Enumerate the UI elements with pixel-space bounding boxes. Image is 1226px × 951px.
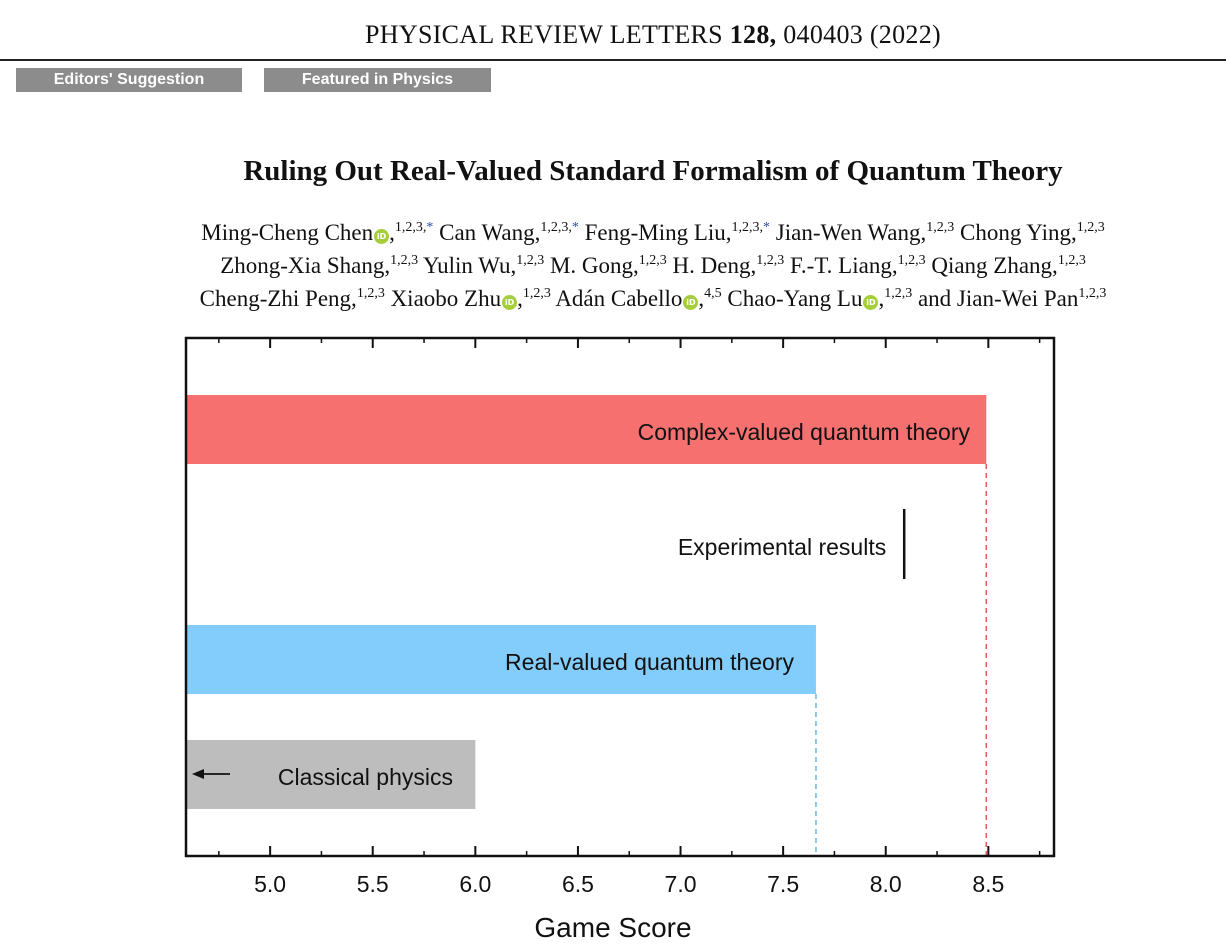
author-line-1: Ming-Cheng Chen iD ,1,2,3,* Can Wang,1,2,3…: [0, 220, 1226, 246]
affiliation-mark: 1,2,3: [926, 220, 955, 235]
x-axis-label: Game Score: [534, 912, 691, 943]
author: Feng-Ming Liu,1,2,3,*: [585, 220, 770, 245]
affiliation-mark: 4,5: [704, 286, 722, 301]
author-name: Chong Ying,: [960, 220, 1077, 245]
affiliation-mark: 1,2,3: [638, 253, 667, 268]
orcid-icon[interactable]: iD: [374, 229, 390, 244]
bar-label: Real-valued quantum theory: [505, 649, 794, 675]
tick-label: 8.5: [972, 871, 1004, 897]
affiliation-mark: 1,2,3: [884, 286, 913, 301]
author-name: Qiang Zhang,: [931, 253, 1058, 278]
author-name: Adán Cabello: [555, 286, 683, 311]
plot-frame: [184, 336, 1056, 858]
author: Zhong-Xia Shang,1,2,3: [220, 253, 418, 278]
affiliation-mark: 1,2,3: [522, 286, 551, 301]
author-name: Xiaobo Zhu: [390, 286, 502, 311]
author: Qiang Zhang,1,2,3: [931, 253, 1085, 278]
author-name: Chao-Yang Lu: [727, 286, 863, 311]
tick-label: 7.0: [665, 871, 697, 897]
author-name: Yulin Wu,: [423, 253, 517, 278]
header-rule: [0, 59, 1226, 61]
author: Can Wang,1,2,3,*: [439, 220, 579, 245]
author: Adán Cabello iD ,4,5: [555, 286, 722, 311]
author: M. Gong,1,2,3: [550, 253, 667, 278]
affiliation-mark: 1,2,3: [516, 253, 545, 268]
affiliation-mark: 1,2,3,*: [540, 220, 579, 235]
affiliation-mark: 1,2,3: [356, 286, 385, 301]
left-arrow-icon: [192, 769, 204, 779]
author-name: Can Wang,: [439, 220, 541, 245]
affiliation-mark: 1,2,3: [756, 253, 785, 268]
author-name: F.-T. Liang,: [789, 253, 898, 278]
equal-contribution-mark[interactable]: *: [571, 220, 579, 235]
author: Cheng-Zhi Peng,1,2,3: [200, 286, 385, 311]
journal-article: 040403 (2022): [783, 20, 941, 49]
author-name: Feng-Ming Liu,: [584, 220, 732, 245]
orcid-icon[interactable]: iD: [502, 295, 518, 310]
author-line-3: Cheng-Zhi Peng,1,2,3 Xiaobo Zhu iD ,1,2,3 …: [0, 286, 1226, 312]
tick-label: 5.5: [357, 871, 389, 897]
paper-title: Ruling Out Real-Valued Standard Formalis…: [243, 155, 1063, 187]
author: Chong Ying,1,2,3: [960, 220, 1105, 245]
author-name: H. Deng,: [672, 253, 757, 278]
author: and Jian-Wei Pan1,2,3: [918, 286, 1106, 311]
affiliation-mark: 1,2,3,*: [731, 220, 771, 235]
bar-2: [186, 625, 816, 694]
author-line-2: Zhong-Xia Shang,1,2,3 Yulin Wu,1,2,3 M. …: [0, 253, 1226, 279]
author-name: Jian-Wen Wang,: [775, 220, 927, 245]
author-name: Zhong-Xia Shang,: [220, 253, 391, 278]
journal-name: PHYSICAL REVIEW LETTERS: [365, 20, 723, 49]
experimental-label: Experimental results: [678, 534, 886, 560]
equal-contribution-mark[interactable]: *: [763, 220, 771, 235]
affiliation-mark: 1,2,3: [1078, 286, 1107, 301]
tick-label: 8.0: [870, 871, 902, 897]
journal-header: PHYSICAL REVIEW LETTERS 128, 040403 (202…: [0, 20, 1226, 50]
orcid-icon[interactable]: iD: [863, 295, 879, 310]
affiliation-mark: 1,2,3: [1057, 253, 1086, 268]
author-name: Cheng-Zhi Peng,: [199, 286, 357, 311]
author: Ming-Cheng Chen iD ,1,2,3,*: [201, 220, 434, 245]
tick-label: 6.5: [562, 871, 594, 897]
featured-in-physics-badge[interactable]: Featured in Physics: [264, 68, 491, 92]
editors-suggestion-badge[interactable]: Editors' Suggestion: [16, 68, 242, 92]
bar-label: Complex-valued quantum theory: [638, 419, 971, 445]
affiliation-mark: 1,2,3: [390, 253, 419, 268]
journal-volume: 128,: [729, 20, 777, 49]
equal-contribution-mark[interactable]: *: [426, 220, 434, 235]
bar-label: Classical physics: [278, 764, 453, 790]
orcid-icon[interactable]: iD: [683, 295, 699, 310]
tick-label: 5.0: [254, 871, 286, 897]
author: Yulin Wu,1,2,3: [423, 253, 544, 278]
author: Chao-Yang Lu iD ,1,2,3: [727, 286, 913, 311]
tick-label: 6.0: [459, 871, 491, 897]
affiliation-mark: 1,2,3,*: [394, 220, 434, 235]
tick-label: 7.5: [767, 871, 799, 897]
author: F.-T. Liang,1,2,3: [790, 253, 926, 278]
author: H. Deng,1,2,3: [673, 253, 785, 278]
author: Jian-Wen Wang,1,2,3: [776, 220, 954, 245]
affiliation-mark: 1,2,3: [897, 253, 926, 268]
author-name: Ming-Cheng Chen: [201, 220, 374, 245]
author-name: M. Gong,: [549, 253, 639, 278]
author: Xiaobo Zhu iD ,1,2,3: [390, 286, 551, 311]
bar-1: [186, 395, 987, 464]
affiliation-mark: 1,2,3: [1076, 220, 1105, 235]
bar-3: [186, 740, 476, 809]
author-name: and Jian-Wei Pan: [917, 286, 1079, 311]
